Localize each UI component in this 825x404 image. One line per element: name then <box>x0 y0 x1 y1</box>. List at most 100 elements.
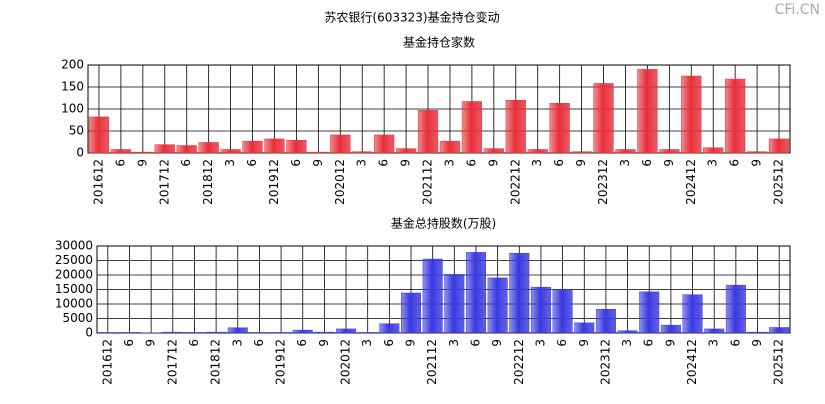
bar <box>287 140 307 153</box>
x-tick-label: 202512 <box>772 339 786 385</box>
x-tick-label: 3 <box>355 159 369 167</box>
x-tick-label: 6 <box>552 159 566 167</box>
bar <box>352 152 372 153</box>
bar <box>462 102 482 153</box>
bar <box>440 141 460 153</box>
bar <box>575 323 594 333</box>
bar <box>550 103 570 153</box>
x-tick-label: 6 <box>377 159 391 167</box>
bar <box>488 278 507 333</box>
x-tick-label: 6 <box>464 159 478 167</box>
bar <box>769 327 788 333</box>
bar <box>704 329 723 333</box>
x-tick-label: 202012 <box>333 159 347 205</box>
bar <box>661 325 680 333</box>
x-tick-label: 3 <box>442 159 456 167</box>
bar <box>401 293 420 333</box>
bar <box>330 135 350 153</box>
y-tick-label: 20000 <box>55 268 93 282</box>
x-tick-label: 201912 <box>274 339 288 385</box>
bar <box>726 285 745 333</box>
y-tick-label: 0 <box>76 146 84 160</box>
bar <box>380 324 399 333</box>
bar <box>206 332 225 333</box>
x-tick-label: 202412 <box>684 159 698 205</box>
x-tick-label: 3 <box>533 339 547 347</box>
x-tick-label: 9 <box>662 159 676 167</box>
bar <box>528 149 548 153</box>
x-tick-label: 3 <box>447 339 461 347</box>
x-tick-label: 6 <box>252 339 266 347</box>
x-tick-label: 201912 <box>267 159 281 205</box>
x-tick-label: 201612 <box>91 159 105 205</box>
y-tick-label: 150 <box>61 80 84 94</box>
x-tick-label: 202012 <box>339 339 353 385</box>
x-tick-label: 6 <box>295 339 309 347</box>
bar <box>510 253 529 333</box>
y-tick-label: 0 <box>85 326 93 340</box>
bar <box>293 330 312 333</box>
bar <box>506 100 526 153</box>
bar <box>374 135 394 153</box>
bar <box>265 139 285 153</box>
bar <box>572 152 592 153</box>
x-tick-label: 201812 <box>201 159 215 205</box>
bar <box>747 152 767 153</box>
bar <box>111 149 131 153</box>
bar <box>553 290 572 334</box>
watermark: CFi.CN <box>775 2 820 18</box>
x-tick-label: 202212 <box>508 159 522 205</box>
x-tick-label: 6 <box>289 159 303 167</box>
x-tick-label: 9 <box>574 159 588 167</box>
bar <box>725 79 745 153</box>
bar <box>638 69 658 153</box>
y-tick-label: 15000 <box>55 282 93 296</box>
x-tick-label: 9 <box>317 339 331 347</box>
x-tick-label: 202112 <box>425 339 439 385</box>
y-tick-label: 30000 <box>55 239 93 253</box>
x-tick-label: 3 <box>620 339 634 347</box>
bar <box>185 332 204 333</box>
bar <box>163 332 182 333</box>
bar <box>120 332 139 333</box>
x-tick-label: 3 <box>706 159 720 167</box>
bar <box>89 117 109 153</box>
x-tick-label: 6 <box>122 339 136 347</box>
x-tick-label: 6 <box>468 339 482 347</box>
bar <box>616 149 636 153</box>
x-tick-label: 6 <box>179 159 193 167</box>
bar <box>445 274 464 333</box>
x-tick-label: 6 <box>382 339 396 347</box>
bar <box>228 328 247 333</box>
bar <box>683 295 702 333</box>
bar <box>271 332 290 333</box>
bar <box>336 329 355 333</box>
bar <box>133 152 153 153</box>
x-tick-label: 201712 <box>165 339 179 385</box>
x-tick-label: 3 <box>707 339 721 347</box>
bar <box>396 149 416 153</box>
x-tick-label: 6 <box>728 159 742 167</box>
bar <box>659 149 679 153</box>
x-tick-label: 202312 <box>596 159 610 205</box>
x-tick-label: 201712 <box>157 159 171 205</box>
x-tick-label: 202412 <box>685 339 699 385</box>
x-tick-label: 3 <box>360 339 374 347</box>
x-tick-label: 6 <box>555 339 569 347</box>
x-tick-label: 9 <box>663 339 677 347</box>
x-tick-label: 3 <box>223 159 237 167</box>
y-tick-label: 5000 <box>62 311 93 325</box>
bar <box>748 332 767 333</box>
bar <box>423 259 442 333</box>
bar <box>250 332 269 333</box>
bar <box>466 252 485 333</box>
x-tick-label: 6 <box>113 159 127 167</box>
bar <box>308 152 328 153</box>
y-tick-label: 100 <box>61 102 84 116</box>
bar <box>98 332 117 333</box>
x-tick-label: 3 <box>530 159 544 167</box>
bar <box>531 287 550 333</box>
x-tick-label: 6 <box>640 159 654 167</box>
x-tick-label: 202512 <box>772 159 786 205</box>
